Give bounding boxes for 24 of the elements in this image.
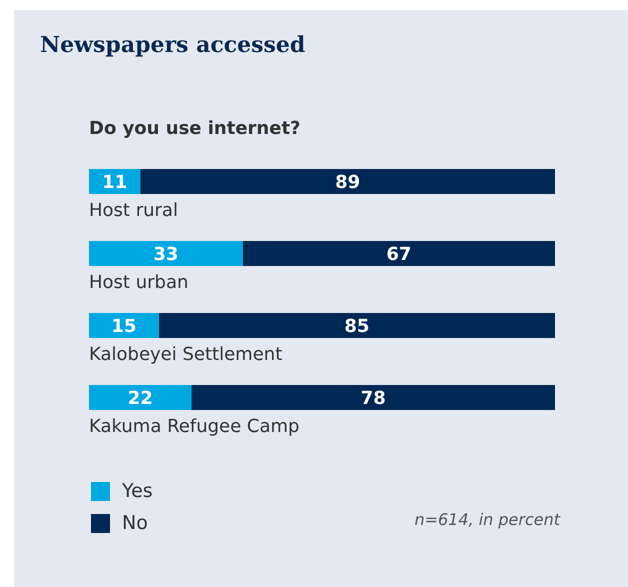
data-label: 15 (111, 316, 136, 337)
chart-subtitle: Do you use internet? (89, 118, 300, 139)
y-tick-label: Kalobeyei Settlement (89, 344, 282, 365)
y-tick-label: Host rural (89, 200, 178, 221)
y-tick-label: Host urban (89, 272, 188, 293)
data-label: 33 (153, 244, 178, 265)
bar (192, 385, 555, 410)
legend-label: Yes (122, 480, 153, 502)
bar (89, 241, 243, 266)
legend-label: No (122, 512, 148, 534)
data-label: 67 (386, 244, 412, 265)
data-label: 22 (128, 388, 153, 409)
data-label: 78 (360, 388, 386, 409)
y-tick-label: Kakuma Refugee Camp (89, 416, 300, 437)
text: n=614, in percent (414, 510, 560, 529)
data-label: 11 (102, 172, 128, 193)
bar (158, 313, 555, 338)
bar (140, 169, 555, 194)
data-label: 85 (344, 316, 370, 337)
bar (242, 241, 555, 266)
bar (89, 385, 192, 410)
data-label: 89 (335, 172, 360, 193)
bar (89, 313, 159, 338)
chart-title: Newspapers accessed (40, 32, 306, 58)
